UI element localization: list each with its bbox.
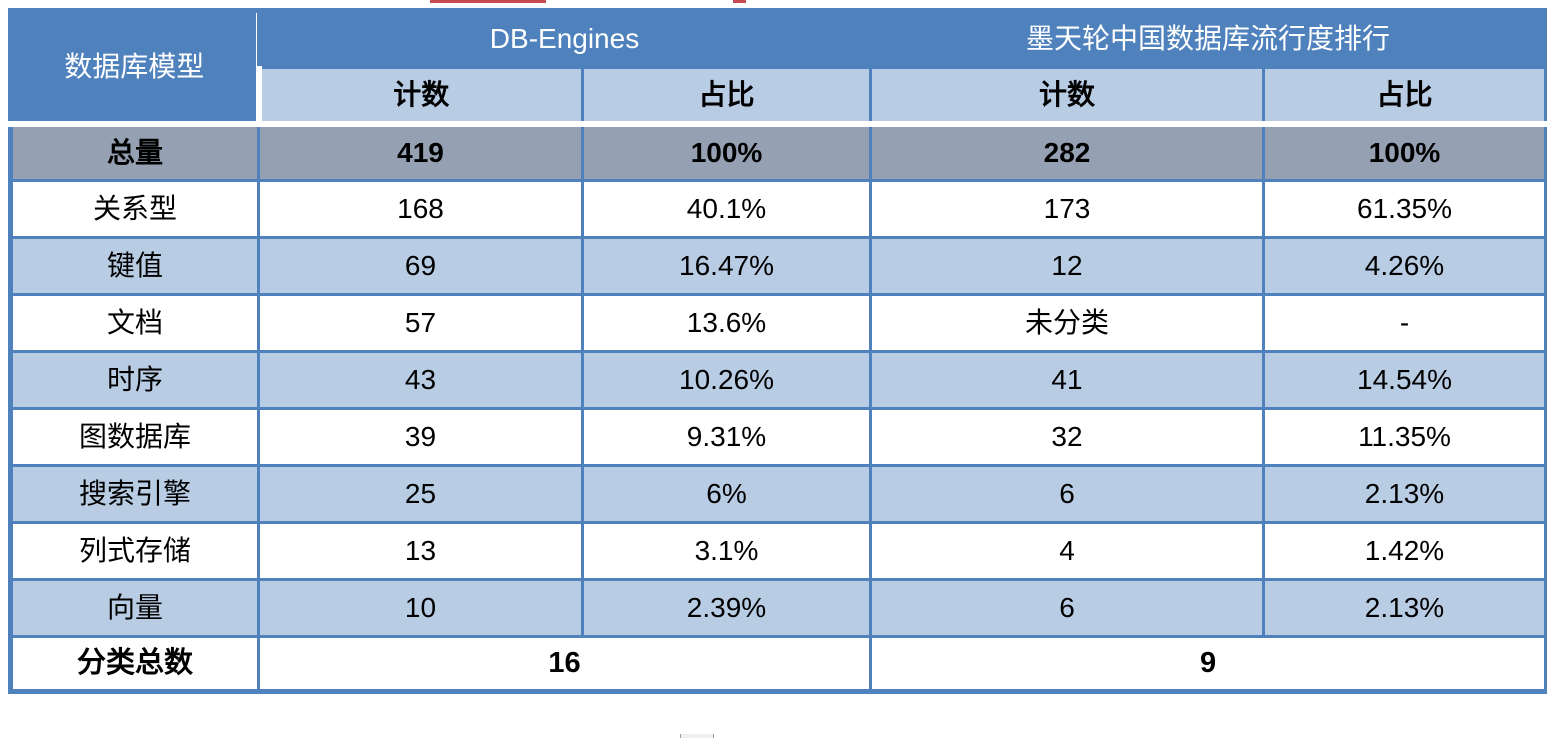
table-row: 列式存储 13 3.1% 4 1.42%: [9, 521, 1547, 581]
subheader-cn-share: 占比: [1261, 66, 1547, 125]
table-subheader-row: 计数 占比 计数 占比: [11, 66, 1547, 125]
cn-count-cell: 32: [869, 407, 1265, 467]
table-row: 搜索引擎 25 6% 6 2.13%: [9, 464, 1547, 524]
cn-share-cell: 4.26%: [1261, 236, 1547, 296]
group-header-db-engines: DB-Engines: [257, 9, 872, 69]
row-label: 键值: [9, 236, 260, 296]
summary-row: 分类总数 16 9: [9, 635, 1547, 693]
cn-count-cell: 41: [869, 350, 1265, 410]
db-share-cell: 2.39%: [581, 578, 872, 638]
total-cn-share: 100%: [1261, 120, 1547, 182]
table-row: 向量 10 2.39% 6 2.13%: [9, 578, 1547, 638]
db-share-cell: 9.31%: [581, 407, 872, 467]
db-count-cell: 168: [257, 179, 584, 239]
row-label: 时序: [9, 350, 260, 410]
cn-count-cell: 4: [869, 521, 1265, 581]
cropped-red-underline-artifact: [430, 0, 546, 3]
table-header-row: 数据库模型 DB-Engines 墨天轮中国数据库流行度排行: [9, 9, 1547, 125]
database-model-comparison-table: 数据库模型 DB-Engines 墨天轮中国数据库流行度排行 计数 占比 计数 …: [8, 8, 1547, 694]
total-cn-count: 282: [869, 120, 1265, 182]
db-count-cell: 69: [257, 236, 584, 296]
db-share-cell: 13.6%: [581, 293, 872, 353]
total-db-share: 100%: [581, 120, 872, 182]
db-count-cell: 25: [257, 464, 584, 524]
cn-share-cell: 1.42%: [1261, 521, 1547, 581]
cn-share-cell: 61.35%: [1261, 179, 1547, 239]
cn-category-total: 9: [868, 635, 1547, 693]
corner-header-cell: 数据库模型: [9, 9, 260, 125]
db-share-cell: 10.26%: [581, 350, 872, 410]
cropped-bottom-artifact: [680, 734, 714, 738]
total-db-count: 419: [257, 120, 584, 182]
cn-share-cell: 2.13%: [1261, 464, 1547, 524]
db-count-cell: 13: [257, 521, 584, 581]
db-share-cell: 16.47%: [581, 236, 872, 296]
cn-share-cell: 2.13%: [1261, 578, 1547, 638]
table-row: 文档 57 13.6% 未分类 -: [9, 293, 1547, 353]
row-label: 图数据库: [9, 407, 260, 467]
cropped-red-underline-artifact: [733, 0, 746, 3]
row-label: 分类总数: [9, 635, 260, 693]
cn-count-cell: 173: [869, 179, 1265, 239]
total-row: 总量 419 100% 282 100%: [9, 120, 1547, 182]
table-row: 图数据库 39 9.31% 32 11.35%: [9, 407, 1547, 467]
db-count-cell: 57: [257, 293, 584, 353]
db-count-cell: 39: [257, 407, 584, 467]
cn-count-cell: 6: [869, 464, 1265, 524]
db-share-cell: 6%: [581, 464, 872, 524]
row-label: 关系型: [9, 179, 260, 239]
table-row: 键值 69 16.47% 12 4.26%: [9, 236, 1547, 296]
subheader-db-share: 占比: [581, 66, 872, 125]
cn-share-cell: 14.54%: [1261, 350, 1547, 410]
db-share-cell: 3.1%: [581, 521, 872, 581]
row-label: 文档: [9, 293, 260, 353]
subheader-db-count: 计数: [255, 66, 584, 125]
db-count-cell: 43: [257, 350, 584, 410]
cn-count-cell: 未分类: [869, 293, 1265, 353]
table-row: 时序 43 10.26% 41 14.54%: [9, 350, 1547, 410]
db-count-cell: 10: [257, 578, 584, 638]
row-label: 总量: [9, 120, 260, 182]
row-label: 向量: [9, 578, 260, 638]
group-header-modb-ranking: 墨天轮中国数据库流行度排行: [868, 9, 1547, 69]
table-row: 关系型 168 40.1% 173 61.35%: [9, 179, 1547, 239]
row-label: 搜索引擎: [9, 464, 260, 524]
cn-share-cell: -: [1261, 293, 1547, 353]
subheader-cn-count: 计数: [869, 66, 1265, 125]
cn-share-cell: 11.35%: [1261, 407, 1547, 467]
db-category-total: 16: [257, 635, 872, 693]
row-label: 列式存储: [9, 521, 260, 581]
cn-count-cell: 12: [869, 236, 1265, 296]
db-share-cell: 40.1%: [581, 179, 872, 239]
cn-count-cell: 6: [869, 578, 1265, 638]
